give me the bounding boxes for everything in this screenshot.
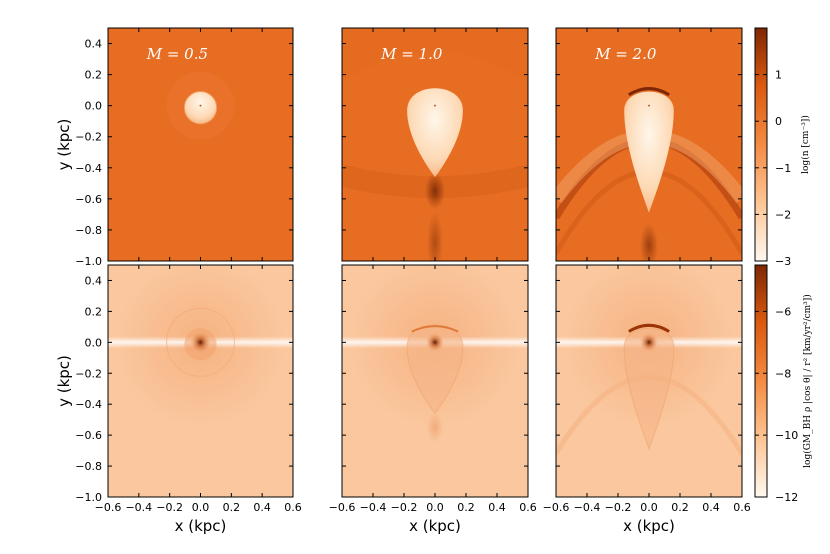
ytick-label: −0.8: [75, 224, 102, 237]
ytick-label: 0.4: [85, 38, 103, 51]
dense-tail: [425, 173, 445, 210]
colorbar-tick-label: −12: [775, 491, 798, 504]
dense-cap: [628, 323, 670, 333]
panel-image: [342, 28, 528, 261]
core: [426, 333, 444, 352]
background: [108, 28, 293, 261]
panel-image: [556, 265, 742, 497]
colorbar-tick-label: 1: [775, 69, 782, 82]
xtick-label: 0.2: [457, 501, 475, 514]
xtick-label: 0.6: [284, 501, 302, 514]
panel-image: [108, 265, 293, 497]
core: [640, 333, 658, 352]
panel-label: M = 2.0: [594, 45, 657, 63]
xtick-label: 0.6: [733, 501, 751, 514]
ytick-label: 0.0: [85, 336, 103, 349]
colorbars-layer: 1 0 −1 −2 −3 log(n [cm⁻³]) −6 −8 −10 −12 log(GM_BH…: [754, 27, 813, 504]
xtick-label: 0.4: [702, 501, 720, 514]
xtick-label: 0.0: [640, 501, 658, 514]
xtick-label: −0.6: [329, 501, 356, 514]
teardrop-bubble: [624, 91, 674, 213]
teardrop-bubble: [407, 88, 463, 178]
ytick-label: −0.4: [75, 162, 102, 175]
panel-5: [555, 264, 743, 498]
shock-trace: [556, 374, 742, 455]
ytick-label: −0.6: [75, 429, 102, 442]
xtick-label: 0.0: [192, 501, 210, 514]
panel-0: M = 0.5: [107, 27, 294, 262]
x-axis-label: x (kpc): [623, 517, 675, 535]
ytick-label: −0.4: [75, 398, 102, 411]
dense-tail: [640, 223, 658, 261]
bubble: [183, 90, 218, 125]
ytick-label: 0.2: [85, 305, 103, 318]
ytick-label: −0.6: [75, 193, 102, 206]
colorbar-tick-label: −10: [775, 429, 798, 442]
colorbar-label: log(GM_BH ρ |cos θ| / r² [km/yr²/cm³]): [802, 294, 813, 468]
colorbar-0: 1 0 −1 −2 −3 log(n [cm⁻³]): [754, 27, 811, 268]
colorbar-label: log(n [cm⁻³]): [800, 115, 811, 174]
panel-image: [556, 28, 742, 261]
colorbar-tick-label: −6: [775, 305, 791, 318]
core: [190, 332, 211, 353]
teardrop: [623, 327, 675, 451]
panel-3: [107, 264, 294, 498]
axes-layer: 0.40.20.0−0.2−0.4−0.6−0.8−1.0y (kpc)0.40…: [55, 28, 751, 535]
outer-ring: [166, 307, 235, 377]
colorbar-tick-label: −8: [775, 367, 791, 380]
xtick-label: 0.0: [426, 501, 444, 514]
y-axis-label: y (kpc): [55, 119, 73, 171]
front-arc: [411, 325, 459, 333]
trailing-tail: [427, 212, 443, 261]
panel-image: [108, 28, 293, 261]
x-axis-label: x (kpc): [409, 517, 461, 535]
xtick-label: 0.4: [488, 501, 506, 514]
black-hole-marker: [199, 104, 202, 107]
panel-label: M = 1.0: [380, 45, 443, 63]
black-hole-marker: [434, 104, 436, 107]
panel-2: M = 2.0: [555, 27, 743, 262]
ytick-label: 0.4: [85, 274, 103, 287]
ytick-label: −0.8: [75, 460, 102, 473]
panel-image: [342, 265, 528, 497]
xtick-label: −0.6: [95, 501, 122, 514]
xtick-label: 0.2: [223, 501, 241, 514]
xtick-label: −0.2: [391, 501, 418, 514]
colorbar-tick-label: −2: [775, 208, 791, 221]
xtick-label: −0.4: [125, 501, 152, 514]
colorbar-gradient: [754, 264, 768, 498]
panel-label: M = 0.5: [146, 45, 208, 63]
ytick-label: 0.0: [85, 100, 103, 113]
xtick-label: 0.2: [671, 501, 689, 514]
xtick-label: −0.6: [543, 501, 570, 514]
colorbar-1: −6 −8 −10 −12 log(GM_BH ρ |cos θ| / r² [km/y…: [754, 264, 813, 504]
x-axis-label: x (kpc): [175, 517, 227, 535]
dense-cap: [628, 87, 670, 97]
xtick-label: −0.2: [156, 501, 183, 514]
ytick-label: −0.2: [75, 367, 102, 380]
ytick-label: −1.0: [75, 255, 102, 268]
bow-region: [342, 28, 528, 83]
xtick-label: −0.4: [360, 501, 387, 514]
black-hole-marker: [648, 104, 650, 107]
panel-1: M = 1.0: [341, 27, 529, 262]
colorbar-tick-label: −1: [775, 162, 791, 175]
xtick-label: −0.2: [605, 501, 632, 514]
tail: [427, 412, 443, 443]
panel-4: [341, 264, 529, 498]
xtick-label: −0.4: [574, 501, 601, 514]
xtick-label: 0.4: [253, 501, 271, 514]
colorbar-tick-label: −3: [775, 255, 791, 268]
panels-layer: M = 0.5 M = 1.0 M = 2.0: [107, 27, 743, 498]
colorbar-gradient: [754, 27, 768, 262]
y-axis-label: y (kpc): [55, 355, 73, 407]
ytick-label: 0.2: [85, 69, 103, 82]
ytick-label: −1.0: [75, 491, 102, 504]
xtick-label: 0.6: [519, 501, 537, 514]
ytick-label: −0.2: [75, 131, 102, 144]
colorbar-tick-label: 0: [775, 115, 782, 128]
